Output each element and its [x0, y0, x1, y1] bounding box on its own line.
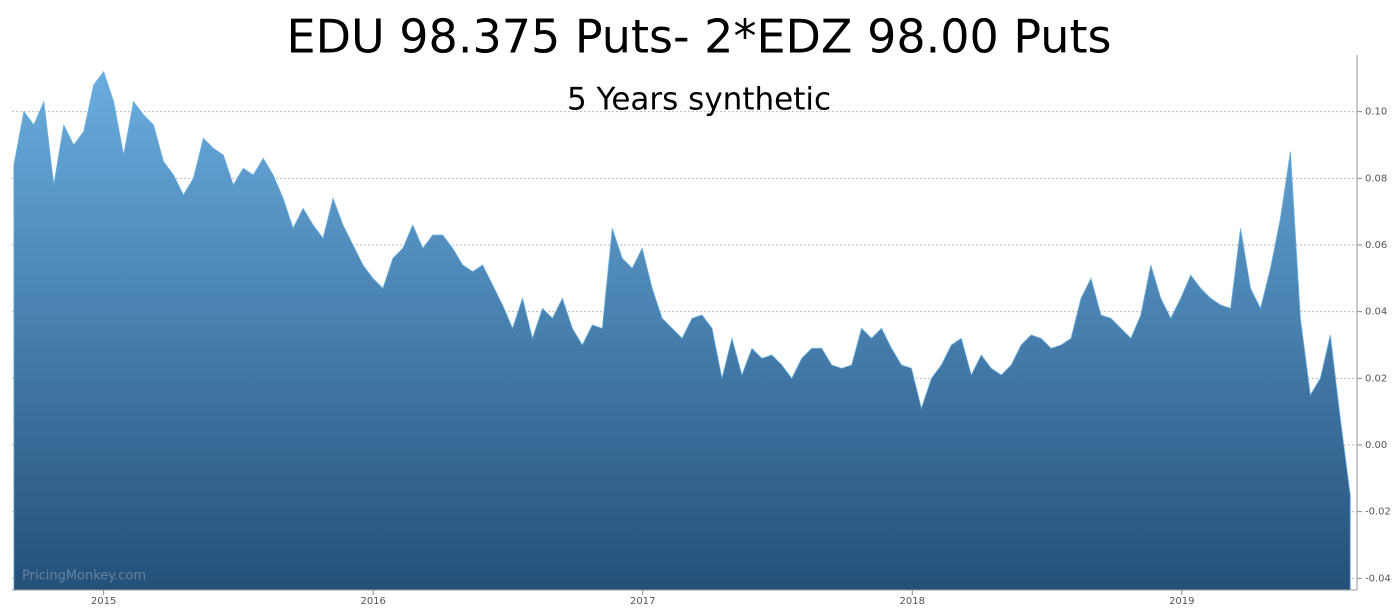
y-tick-label: -0.02	[1365, 507, 1391, 518]
axes: 0.10 0.08 0.06 0.04 0.02 0.00 -0.02 -0.04 2015 20…	[12, 55, 1391, 607]
watermark: PricingMonkey.com	[22, 569, 146, 584]
area-layer	[13, 70, 1351, 591]
x-tick-label: 2016	[360, 596, 385, 607]
y-tick-label: 0.06	[1365, 240, 1387, 251]
chart-subtitle: 5 Years synthetic	[567, 82, 831, 118]
y-tick-label: 0.08	[1365, 173, 1387, 184]
x-tick-label: 2018	[900, 596, 925, 607]
y-tick-label: 0.02	[1365, 373, 1387, 384]
y-tick-label: 0.04	[1365, 307, 1387, 318]
chart-title: EDU 98.375 Puts- 2*EDZ 98.00 Puts	[287, 10, 1112, 64]
x-tick-label: 2015	[91, 596, 116, 607]
y-tick-label: -0.04	[1365, 573, 1391, 584]
x-tick-label: 2017	[630, 596, 655, 607]
y-tick-label: 0.10	[1365, 107, 1387, 118]
y-tick-label: 0.00	[1365, 440, 1387, 451]
x-tick-label: 2019	[1169, 596, 1194, 607]
area-fill	[13, 70, 1351, 591]
